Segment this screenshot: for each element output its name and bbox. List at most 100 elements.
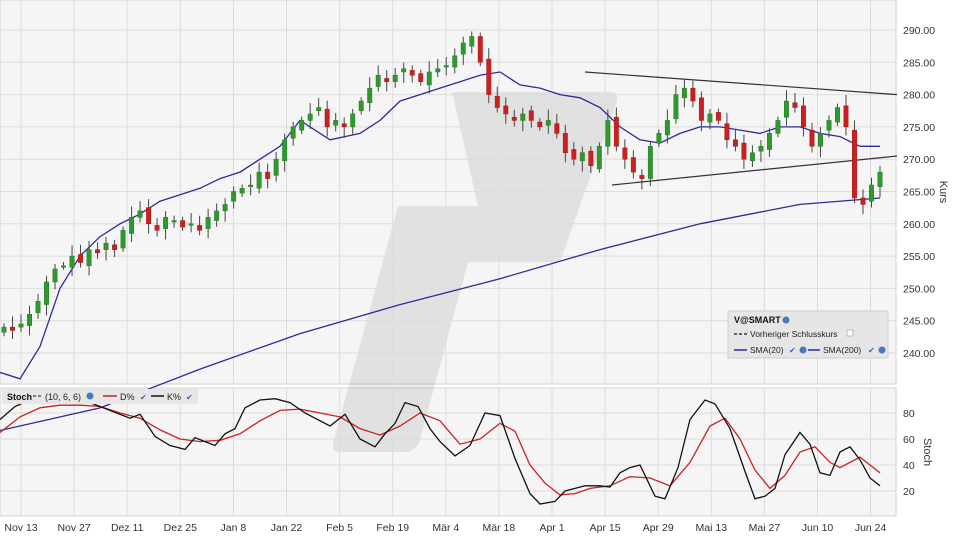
- candle-body-up: [231, 191, 237, 202]
- candle: [801, 97, 806, 137]
- candle-body-down: [154, 225, 160, 231]
- candle: [401, 62, 407, 83]
- candle-body-down: [78, 254, 83, 263]
- legend-sma200-check-icon[interactable]: ✔: [868, 346, 875, 355]
- candle: [282, 133, 288, 172]
- stoch-d-check-icon[interactable]: ✔: [140, 393, 147, 402]
- candle: [588, 146, 594, 174]
- candle: [528, 105, 534, 128]
- candle-body-up: [775, 120, 781, 134]
- candle: [375, 65, 381, 92]
- candle: [171, 215, 177, 228]
- stoch-settings-icon[interactable]: [86, 392, 94, 400]
- candle: [852, 120, 857, 203]
- candle: [537, 118, 543, 131]
- stoch-legend-k: K%: [167, 392, 181, 402]
- legend-item-prev-close-checkbox[interactable]: [846, 329, 854, 337]
- price-tick-label: 240.00: [903, 348, 935, 360]
- candle: [673, 84, 679, 124]
- candle: [545, 109, 551, 134]
- candle-body-down: [622, 147, 628, 160]
- candle-body-down: [10, 326, 15, 331]
- stoch-tick-label: 20: [903, 486, 915, 498]
- candle: [775, 116, 781, 138]
- candle: [307, 103, 313, 129]
- candle-body-up: [469, 36, 475, 47]
- candle-body-up: [137, 210, 143, 218]
- candle: [494, 86, 500, 113]
- x-tick-label: Mai 27: [749, 522, 781, 534]
- legend-title-settings-icon[interactable]: [782, 316, 790, 324]
- candle-body-up: [171, 220, 177, 223]
- candle: [630, 150, 636, 179]
- candle: [10, 316, 15, 339]
- candle: [103, 236, 109, 261]
- price-tick-label: 245.00: [903, 316, 935, 328]
- candle-body-down: [639, 175, 645, 179]
- candle: [749, 145, 755, 168]
- price-tick-label: 265.00: [903, 187, 935, 199]
- candle-body-up: [681, 87, 687, 99]
- candle: [605, 109, 611, 155]
- candle: [724, 112, 730, 149]
- candle-body-down: [409, 70, 415, 76]
- candle-body-up: [545, 120, 551, 126]
- candle: [188, 212, 194, 233]
- candle-body-up: [44, 281, 49, 305]
- candle: [418, 69, 424, 86]
- candle-body-up: [52, 268, 58, 283]
- candle: [120, 226, 126, 252]
- candle-body-down: [562, 133, 568, 153]
- candle-body-up: [392, 74, 398, 82]
- price-legend: V@SMART Vorheriger Schlusskurs SMA(20) ✔…: [727, 310, 889, 359]
- candle: [766, 128, 772, 157]
- candle-body-down: [180, 220, 186, 228]
- candle-body-down: [741, 142, 747, 160]
- candle-body-up: [579, 152, 585, 162]
- candle: [443, 57, 449, 76]
- sma200-series: [0, 197, 881, 432]
- candle: [248, 174, 254, 196]
- candle-body-up: [460, 42, 466, 55]
- candle-body-down: [630, 157, 636, 173]
- candle-body-down: [588, 150, 594, 166]
- candle-body-up: [69, 255, 75, 268]
- stoch-d-line: [0, 404, 881, 496]
- legend-sma20-settings-icon[interactable]: [799, 346, 807, 354]
- candle: [409, 65, 415, 83]
- x-tick-label: Dez 11: [111, 522, 144, 534]
- legend-item-sma20: SMA(20): [750, 345, 784, 355]
- candle: [452, 48, 458, 74]
- stoch-y-axis: 20 40 60 80: [903, 408, 915, 498]
- candle: [95, 242, 101, 260]
- candle: [137, 201, 143, 223]
- candle-body-down: [809, 129, 815, 147]
- candle: [27, 305, 32, 336]
- candle: [503, 97, 509, 124]
- legend-title: V@SMART: [734, 315, 781, 325]
- legend-sma200-settings-icon[interactable]: [878, 346, 886, 354]
- candle: [256, 162, 262, 194]
- x-tick-label: Nov 13: [4, 522, 37, 534]
- stoch-legend: Stoch (10, 6, 6) D% ✔ K% ✔: [2, 389, 198, 404]
- stoch-k-check-icon[interactable]: ✔: [186, 393, 193, 402]
- candle-body-down: [112, 244, 118, 250]
- candle-body-up: [766, 133, 772, 150]
- candle: [698, 91, 704, 132]
- candle: [180, 216, 186, 231]
- candle: [596, 142, 602, 173]
- candle: [783, 90, 789, 126]
- candle-body-up: [214, 210, 220, 221]
- stoch-title: Stoch: [7, 392, 32, 402]
- legend-sma20-check-icon[interactable]: ✔: [789, 346, 796, 355]
- watermark-logo: [332, 92, 618, 452]
- candle: [511, 109, 517, 127]
- sma200-line: [0, 197, 881, 432]
- candle: [358, 97, 364, 115]
- candle: [197, 215, 203, 236]
- candle-body-up: [290, 126, 296, 139]
- candle-body-up: [375, 74, 381, 87]
- candle-body-down: [486, 58, 492, 95]
- candle: [809, 122, 815, 153]
- candle-body-up: [596, 146, 602, 170]
